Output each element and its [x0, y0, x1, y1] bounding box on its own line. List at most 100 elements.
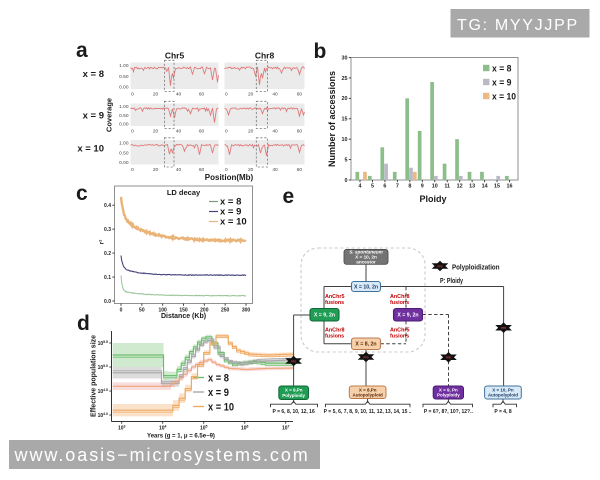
svg-text:300: 300 — [242, 308, 251, 314]
svg-text:P = 4, 8: P = 4, 8 — [494, 409, 512, 415]
svg-text:0: 0 — [225, 91, 228, 97]
svg-text:104: 104 — [159, 425, 167, 432]
svg-text:x = 10: x = 10 — [220, 217, 247, 228]
svg-text:25: 25 — [342, 76, 348, 82]
svg-text:d: d — [77, 312, 90, 335]
svg-text:0.1: 0.1 — [104, 275, 111, 281]
svg-text:0: 0 — [131, 91, 134, 97]
svg-text:Position(Mb): Position(Mb) — [205, 173, 254, 182]
svg-text:107: 107 — [282, 425, 290, 432]
svg-text:150: 150 — [179, 308, 188, 314]
svg-text:X = 9, 2n: X = 9, 2n — [314, 313, 335, 319]
svg-text:Distance (Kb): Distance (Kb) — [161, 313, 206, 320]
svg-text:60: 60 — [199, 167, 205, 173]
svg-text:X = 10, Pn: X = 10, Pn — [492, 388, 514, 393]
svg-text:AnChr8: AnChr8 — [325, 328, 344, 334]
svg-text:x = 8: x = 8 — [83, 69, 104, 80]
svg-text:0.00: 0.00 — [119, 85, 129, 91]
svg-text:0.50: 0.50 — [119, 150, 129, 156]
svg-text:16: 16 — [507, 184, 513, 190]
svg-text:x = 10: x = 10 — [492, 91, 516, 102]
svg-text:X = 9,Pn: X = 9,Pn — [285, 388, 303, 393]
svg-text:0.0: 0.0 — [104, 299, 111, 305]
svg-text:AnChr5: AnChr5 — [325, 294, 344, 300]
svg-text:103: 103 — [118, 425, 126, 432]
svg-text:Autopolyploid: Autopolyploid — [353, 392, 383, 397]
svg-text:20: 20 — [248, 91, 254, 97]
svg-text:AnChr5: AnChr5 — [390, 328, 409, 334]
svg-text:PPD: PPD — [437, 265, 442, 268]
svg-text:PPD: PPD — [501, 327, 506, 330]
svg-text:7: 7 — [396, 184, 399, 190]
svg-text:X = 9, Pn: X = 9, Pn — [439, 388, 458, 393]
svg-text:60: 60 — [297, 167, 303, 173]
svg-text:0: 0 — [120, 308, 123, 314]
svg-text:X = 8, 2n: X = 8, 2n — [355, 342, 376, 348]
svg-text:20: 20 — [153, 128, 159, 134]
svg-text:www.oasis−microsystems.com: www.oasis−microsystems.com — [14, 445, 310, 465]
svg-text:fusions: fusions — [390, 300, 409, 306]
svg-text:104.5: 104.5 — [98, 388, 108, 395]
svg-text:TG: MYYJJPP: TG: MYYJJPP — [457, 17, 579, 34]
svg-text:12: 12 — [457, 184, 463, 190]
svg-text:x = 8: x = 8 — [208, 372, 229, 384]
svg-text:10: 10 — [432, 184, 438, 190]
svg-text:0.2: 0.2 — [104, 251, 111, 257]
svg-text:15: 15 — [494, 184, 500, 190]
svg-text:P = 6, 8, 10, 12, 16: P = 6, 8, 10, 12, 16 — [272, 409, 315, 415]
svg-text:Effective population size: Effective population size — [91, 335, 98, 417]
svg-text:104.0: 104.0 — [98, 412, 108, 419]
svg-text:105: 105 — [200, 425, 208, 432]
svg-text:x = 9: x = 9 — [208, 387, 229, 399]
svg-text:PPD: PPD — [446, 357, 451, 360]
svg-text:Autopolyploid: Autopolyploid — [488, 393, 518, 398]
svg-text:0.00: 0.00 — [119, 122, 129, 128]
svg-text:x = 10: x = 10 — [77, 144, 104, 155]
svg-text:0.50: 0.50 — [119, 74, 129, 80]
svg-text:40: 40 — [272, 128, 278, 134]
svg-text:5: 5 — [345, 157, 348, 163]
svg-text:X = 9, 2n: X = 9, 2n — [397, 313, 418, 319]
svg-text:4: 4 — [359, 184, 362, 190]
svg-text:20: 20 — [342, 96, 348, 102]
svg-text:LD decay: LD decay — [167, 188, 201, 197]
svg-text:PPD: PPD — [363, 356, 368, 359]
svg-text:0: 0 — [225, 128, 228, 134]
svg-text:x = 9: x = 9 — [83, 111, 104, 122]
svg-text:Years (g = 1, μ = 6.5e−9): Years (g = 1, μ = 6.5e−9) — [147, 434, 215, 440]
svg-text:x = 8: x = 8 — [492, 63, 512, 74]
svg-text:1.00: 1.00 — [119, 141, 129, 147]
svg-text:fusions: fusions — [390, 334, 409, 340]
svg-text:40: 40 — [176, 128, 182, 134]
svg-text:60: 60 — [199, 91, 205, 97]
svg-text:20: 20 — [248, 167, 254, 173]
svg-text:Polyploidy: Polyploidy — [282, 393, 305, 398]
svg-text:14: 14 — [482, 184, 488, 190]
svg-text:X = 10, 2n: X = 10, 2n — [354, 284, 378, 290]
svg-text:fusions: fusions — [325, 300, 344, 306]
svg-text:a: a — [76, 39, 88, 62]
svg-text:60: 60 — [297, 128, 303, 134]
svg-text:P = 6?, 8?, 10?, 12?..: P = 6?, 8?, 10?, 12?.. — [424, 409, 474, 415]
svg-text:0.3: 0.3 — [104, 227, 111, 233]
svg-text:Number of accessions: Number of accessions — [327, 71, 337, 167]
svg-text:60: 60 — [199, 128, 205, 134]
svg-text:X = 8,Pn: X = 8,Pn — [359, 387, 377, 392]
svg-text:AnChr8: AnChr8 — [390, 294, 409, 300]
svg-text:5: 5 — [371, 184, 374, 190]
svg-text:x = 9: x = 9 — [220, 207, 241, 218]
svg-text:20: 20 — [153, 91, 159, 97]
svg-text:Ploidy: Ploidy — [419, 194, 446, 204]
svg-text:40: 40 — [272, 167, 278, 173]
svg-text:105.0: 105.0 — [98, 364, 108, 371]
svg-text:Polyploidy: Polyploidy — [437, 393, 460, 398]
svg-text:P: Ploidy: P: Ploidy — [440, 276, 464, 285]
svg-text:6: 6 — [383, 184, 386, 190]
svg-text:15: 15 — [342, 117, 348, 123]
svg-text:0: 0 — [131, 128, 134, 134]
svg-text:11: 11 — [444, 184, 450, 190]
svg-text:1.00: 1.00 — [119, 104, 129, 110]
svg-text:40: 40 — [176, 167, 182, 173]
svg-text:x = 9: x = 9 — [492, 77, 512, 88]
svg-text:13: 13 — [469, 184, 475, 190]
